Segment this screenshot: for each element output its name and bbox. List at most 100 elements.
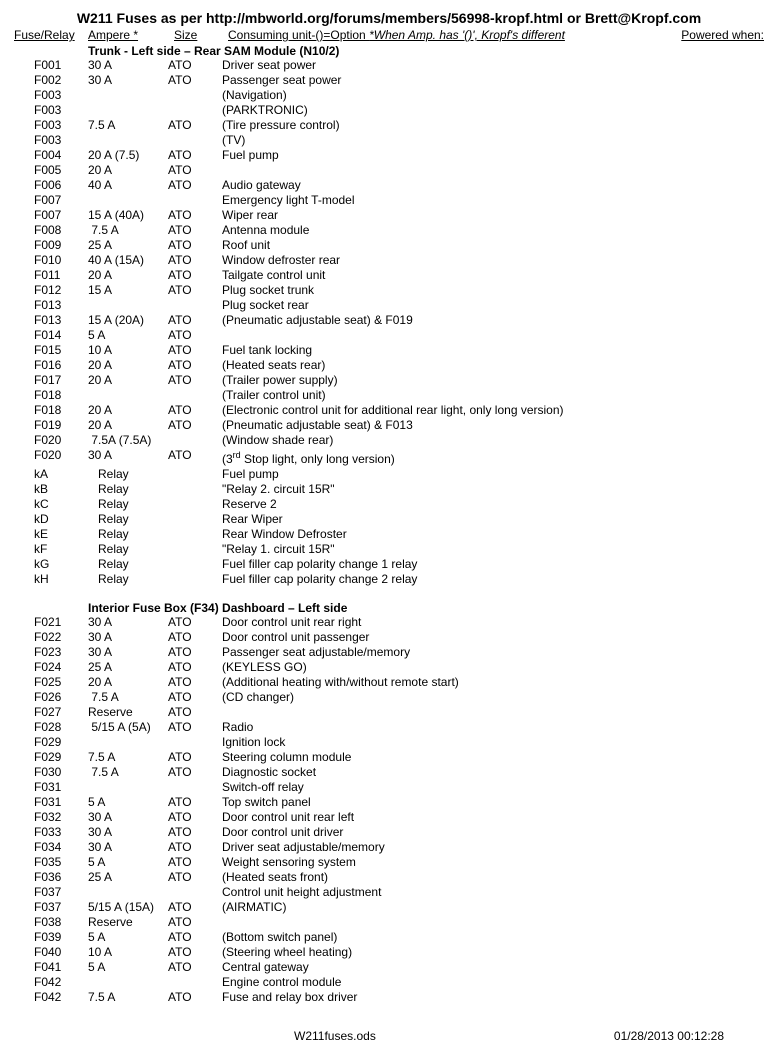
cell-size [168, 497, 222, 512]
page-title: W211 Fuses as per http://mbworld.org/for… [14, 10, 764, 26]
cell-size: ATO [168, 268, 222, 283]
cell-size: ATO [168, 163, 222, 178]
cell-size: ATO [168, 645, 222, 660]
cell-consuming: Door control unit rear left [222, 810, 764, 825]
cell-ampere: 7.5 A [88, 118, 168, 133]
table-row: F01620 AATO(Heated seats rear) [14, 358, 764, 373]
table-row: F0375/15 A (15A)ATO(AIRMATIC) [14, 900, 764, 915]
cell-ampere: 5 A [88, 930, 168, 945]
cell-size: ATO [168, 840, 222, 855]
cell-consuming: Engine control module [222, 975, 764, 990]
cell-ampere: 25 A [88, 870, 168, 885]
cell-consuming [222, 328, 764, 343]
cell-fuse: F001 [14, 58, 88, 73]
cell-ampere: 15 A (40A) [88, 208, 168, 223]
cell-size [168, 388, 222, 403]
cell-consuming: Door control unit driver [222, 825, 764, 840]
cell-consuming: Ignition lock [222, 735, 764, 750]
cell-size: ATO [168, 630, 222, 645]
cell-fuse: F031 [14, 780, 88, 795]
cell-fuse: F006 [14, 178, 88, 193]
cell-ampere: 30 A [88, 630, 168, 645]
cell-size [168, 557, 222, 572]
cell-ampere: 30 A [88, 58, 168, 73]
table-row: F01040 A (15A)ATOWindow defroster rear [14, 253, 764, 268]
table-row: F007Emergency light T-model [14, 193, 764, 208]
cell-size: ATO [168, 855, 222, 870]
cell-consuming: Fuel filler cap polarity change 1 relay [222, 557, 764, 572]
cell-ampere: 7.5 A [88, 223, 168, 238]
cell-consuming [222, 915, 764, 930]
table-row: F0037.5 AATO(Tire pressure control) [14, 118, 764, 133]
cell-fuse: F037 [14, 885, 88, 900]
table-row: kA RelayFuel pump [14, 467, 764, 482]
cell-fuse: F042 [14, 990, 88, 1005]
cell-fuse: F009 [14, 238, 88, 253]
cell-consuming: (PARKTRONIC) [222, 103, 764, 118]
header-fuse: Fuse/Relay [14, 28, 88, 42]
cell-size [168, 482, 222, 497]
cell-fuse: F032 [14, 810, 88, 825]
table-row: kC RelayReserve 2 [14, 497, 764, 512]
cell-consuming: (CD changer) [222, 690, 764, 705]
cell-size: ATO [168, 328, 222, 343]
cell-size: ATO [168, 660, 222, 675]
cell-fuse: kE [14, 527, 88, 542]
table-row: F031Switch-off relay [14, 780, 764, 795]
table-row: kD RelayRear Wiper [14, 512, 764, 527]
cell-ampere [88, 975, 168, 990]
cell-fuse: F030 [14, 765, 88, 780]
cell-fuse: F017 [14, 373, 88, 388]
cell-size: ATO [168, 750, 222, 765]
table-row: F0315 AATOTop switch panel [14, 795, 764, 810]
cell-size [168, 572, 222, 587]
cell-ampere [88, 885, 168, 900]
cell-size: ATO [168, 148, 222, 163]
cell-consuming: Passenger seat power [222, 73, 764, 88]
cell-size: ATO [168, 418, 222, 433]
cell-ampere: Relay [88, 497, 168, 512]
table-row: F00130 AATODriver seat power [14, 58, 764, 73]
cell-size: ATO [168, 960, 222, 975]
cell-size [168, 885, 222, 900]
cell-fuse: F014 [14, 328, 88, 343]
cell-ampere: 5 A [88, 795, 168, 810]
table-row: F003(Navigation) [14, 88, 764, 103]
table-row: F03625 AATO(Heated seats front) [14, 870, 764, 885]
cell-ampere: 5/15 A (15A) [88, 900, 168, 915]
cell-size: ATO [168, 178, 222, 193]
cell-consuming: (Window shade rear) [222, 433, 764, 448]
cell-consuming: Top switch panel [222, 795, 764, 810]
cell-ampere: Relay [88, 467, 168, 482]
cell-fuse: F013 [14, 313, 88, 328]
cell-ampere [88, 193, 168, 208]
cell-size: ATO [168, 373, 222, 388]
cell-size: ATO [168, 238, 222, 253]
cell-fuse: F021 [14, 615, 88, 630]
cell-ampere: Reserve [88, 705, 168, 720]
table-row: F029Ignition lock [14, 735, 764, 750]
cell-size [168, 542, 222, 557]
cell-ampere [88, 735, 168, 750]
cell-ampere: 20 A (7.5) [88, 148, 168, 163]
table-row: F01510 AATOFuel tank locking [14, 343, 764, 358]
cell-consuming: (Trailer control unit) [222, 388, 764, 403]
cell-consuming: Emergency light T-model [222, 193, 764, 208]
cell-consuming: Rear Wiper [222, 512, 764, 527]
cell-consuming: (Bottom switch panel) [222, 930, 764, 945]
table-row: F0355 AATOWeight sensoring system [14, 855, 764, 870]
table-row: F02030 AATO(3rd Stop light, only long ve… [14, 448, 764, 467]
cell-size: ATO [168, 945, 222, 960]
table-row: F027ReserveATO [14, 705, 764, 720]
cell-consuming: Antenna module [222, 223, 764, 238]
table-row: F02130 AATODoor control unit rear right [14, 615, 764, 630]
section-title: Interior Fuse Box (F34) Dashboard – Left… [88, 601, 764, 615]
cell-ampere: Relay [88, 557, 168, 572]
table-row: F02230 AATODoor control unit passenger [14, 630, 764, 645]
table-row: F018(Trailer control unit) [14, 388, 764, 403]
cell-fuse: kH [14, 572, 88, 587]
cell-consuming: (Heated seats rear) [222, 358, 764, 373]
table-row: F02520 AATO(Additional heating with/with… [14, 675, 764, 690]
table-row: F013Plug socket rear [14, 298, 764, 313]
header-ampere: Ampere * [88, 28, 168, 42]
